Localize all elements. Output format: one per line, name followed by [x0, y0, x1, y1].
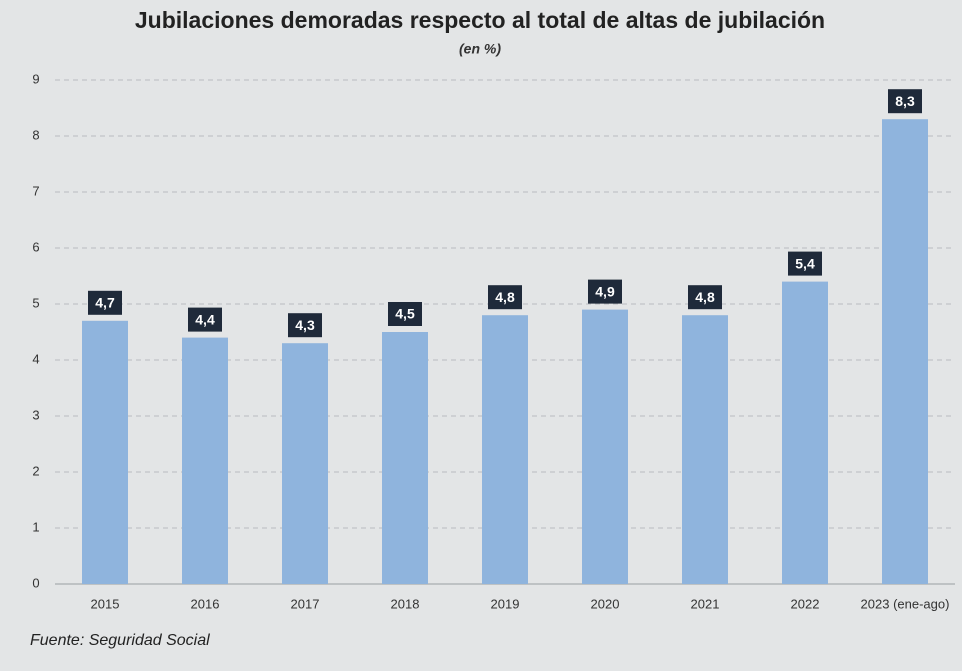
x-tick-label: 2021 — [691, 596, 720, 611]
x-tick-label: 2018 — [391, 596, 420, 611]
chart-subtitle: (en %) — [459, 41, 501, 57]
y-tick-label: 9 — [32, 71, 39, 86]
y-tick-label: 3 — [32, 407, 39, 422]
x-tick-label: 2023 (ene-ago) — [861, 596, 950, 611]
y-tick-label: 0 — [32, 575, 39, 590]
y-tick-label: 7 — [32, 183, 39, 198]
value-label-box — [88, 290, 122, 315]
bar — [882, 119, 928, 584]
x-tick-label: 2015 — [91, 596, 120, 611]
value-label-box — [488, 285, 522, 310]
value-label-box — [588, 279, 622, 304]
value-label: 4,9 — [595, 283, 615, 299]
bar — [782, 281, 828, 584]
x-tick-label: 2019 — [491, 596, 520, 611]
value-label-box — [788, 251, 822, 276]
bar — [82, 320, 128, 584]
bar — [482, 315, 528, 584]
value-label: 4,8 — [695, 289, 715, 305]
y-tick-label: 5 — [32, 295, 39, 310]
y-tick-label: 4 — [32, 351, 39, 366]
value-label: 4,7 — [95, 295, 115, 311]
bar — [282, 343, 328, 584]
source-note: Fuente: Seguridad Social — [30, 632, 210, 649]
y-tick-label: 2 — [32, 463, 39, 478]
x-tick-label: 2022 — [791, 596, 820, 611]
y-tick-label: 8 — [32, 127, 39, 142]
value-label-box — [388, 302, 422, 326]
value-label: 4,8 — [495, 289, 515, 305]
x-tick-label: 2016 — [191, 596, 220, 611]
value-label: 5,4 — [795, 255, 815, 271]
value-label-box — [188, 307, 222, 332]
value-label: 4,5 — [395, 306, 415, 322]
x-tick-label: 2020 — [591, 596, 620, 611]
chart-title: Jubilaciones demoradas respecto al total… — [135, 7, 825, 33]
y-tick-label: 6 — [32, 239, 39, 254]
x-tick-label: 2017 — [291, 596, 320, 611]
bar — [382, 332, 428, 584]
value-label: 8,3 — [895, 93, 915, 109]
bar — [582, 309, 628, 584]
y-tick-label: 1 — [32, 519, 39, 534]
value-label-box — [688, 285, 722, 310]
value-label-box — [888, 89, 922, 114]
value-label: 4,3 — [295, 317, 315, 333]
value-label-box — [288, 313, 322, 338]
bar — [682, 315, 728, 584]
bar — [182, 337, 228, 584]
value-label: 4,4 — [195, 311, 215, 327]
